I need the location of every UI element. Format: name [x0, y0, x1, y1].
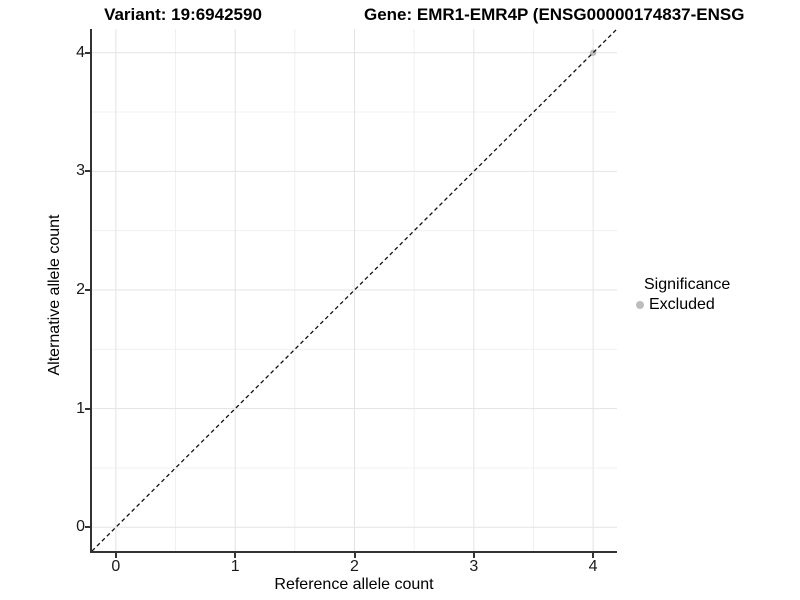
y-tick-mark — [85, 289, 90, 291]
plot-title-gene: Gene: EMR1-EMR4P (ENSG00000174837-ENSG — [364, 5, 745, 24]
legend-title: Significance — [644, 276, 731, 293]
x-tick-mark — [234, 553, 237, 558]
y-tick-label: 0 — [76, 518, 85, 536]
grid-svg — [92, 29, 617, 551]
y-tick-label: 1 — [76, 399, 85, 417]
y-tick-label: 4 — [76, 43, 85, 61]
legend-item-label: Excluded — [649, 296, 715, 313]
y-tick-label: 2 — [76, 281, 85, 298]
y-tick-mark — [85, 526, 90, 529]
x-tick-mark — [592, 553, 595, 558]
legend-item-excluded: Excluded — [636, 296, 730, 314]
x-tick-label: 0 — [111, 558, 121, 575]
x-tick-mark — [114, 553, 117, 558]
y-tick-label: 3 — [76, 162, 85, 180]
y-axis-title: Alternative allele count — [46, 214, 63, 376]
x-tick-label: 1 — [230, 558, 240, 575]
x-tick-mark — [472, 553, 475, 558]
y-tick-mark — [85, 170, 90, 173]
x-axis-title: Reference allele count — [274, 576, 434, 593]
x-tick-label: 4 — [588, 558, 598, 575]
y-tick-mark — [85, 407, 90, 410]
identity-line — [92, 29, 617, 551]
plot-title-variant: Variant: 19:6942590 — [104, 5, 262, 24]
legend-key-dot-icon — [636, 301, 644, 309]
legend: Significance Excluded — [636, 276, 730, 314]
plot-panel — [90, 29, 617, 553]
y-tick-mark — [85, 51, 90, 54]
x-tick-label: 3 — [469, 558, 479, 575]
x-tick-mark — [353, 553, 356, 558]
x-tick-label: 2 — [350, 558, 359, 575]
